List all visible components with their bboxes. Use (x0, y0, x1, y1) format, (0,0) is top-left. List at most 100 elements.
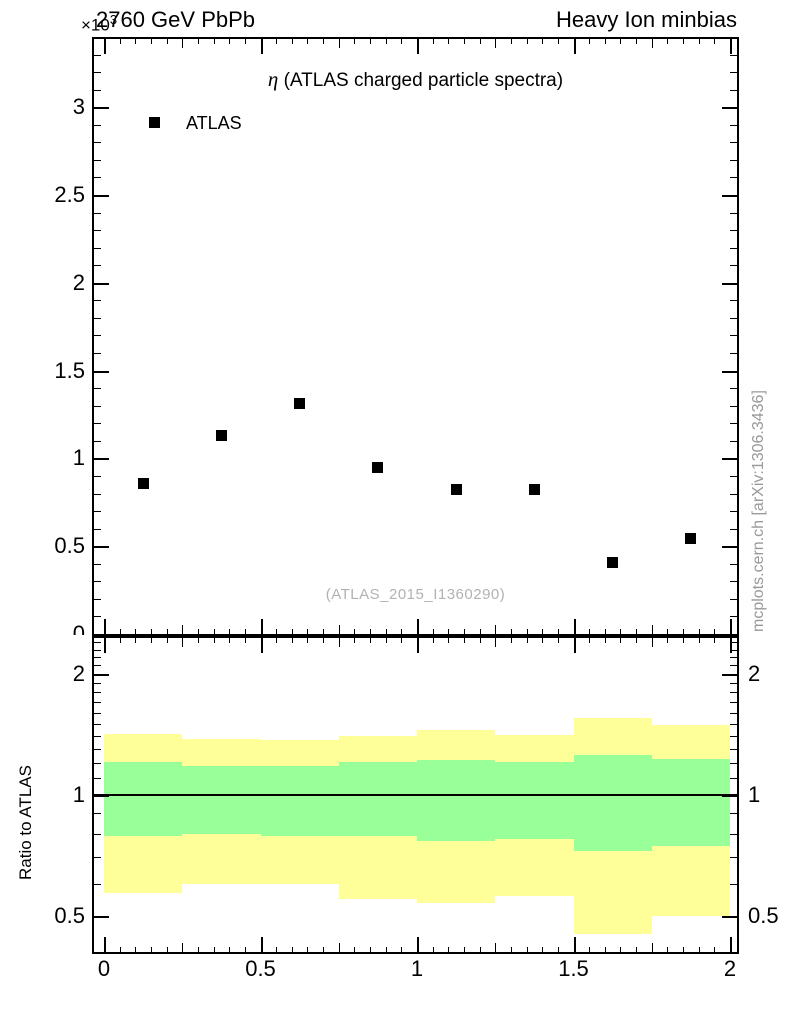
ratio-y-tick (94, 749, 101, 751)
x-tick (542, 638, 544, 643)
x-tick (385, 39, 387, 44)
ratio-y-tick (94, 692, 101, 694)
y-tick (94, 317, 101, 319)
x-tick (636, 638, 638, 643)
y-tick (94, 124, 101, 126)
x-tick (432, 638, 434, 643)
y-tick (722, 634, 737, 636)
x-tick (323, 629, 325, 634)
x-tick (651, 638, 653, 647)
axis-tick-label: 0 (97, 956, 111, 981)
header-process-label: Heavy Ion minbias (556, 7, 737, 32)
y-tick (94, 177, 101, 179)
y-tick (722, 546, 737, 549)
x-tick (182, 638, 184, 647)
x-tick (291, 39, 293, 44)
x-tick (213, 638, 215, 643)
x-tick (636, 39, 638, 44)
ratio-y-tick (730, 736, 737, 738)
ratio-y-tick (730, 813, 737, 815)
x-tick (683, 947, 685, 952)
x-tick (667, 947, 669, 952)
y-tick (730, 563, 737, 565)
y-tick (730, 300, 737, 302)
ratio-y-tick (730, 682, 737, 684)
y-tick (94, 282, 109, 285)
x-tick (291, 947, 293, 952)
data-point (528, 483, 540, 495)
ratio-y-tick (94, 657, 101, 659)
y-tick (94, 54, 101, 56)
x-tick (542, 39, 544, 44)
x-tick (698, 947, 700, 952)
x-tick (229, 947, 231, 952)
ratio-y-tick (730, 857, 737, 859)
x-tick (667, 629, 669, 634)
y-tick (730, 72, 737, 74)
x-tick (213, 629, 215, 634)
inner-uncertainty-band (495, 761, 574, 840)
y-tick (94, 300, 101, 302)
x-tick (338, 625, 340, 634)
x-tick (510, 39, 512, 44)
ratio-y-tick (94, 712, 101, 714)
y-tick (94, 546, 109, 549)
y-tick (730, 388, 737, 390)
x-tick (526, 629, 528, 634)
x-tick (557, 629, 559, 634)
y-tick (730, 475, 737, 477)
x-tick (557, 39, 559, 44)
x-tick (260, 638, 263, 653)
ratio-y-tick (94, 665, 101, 667)
header-beam-label: 2760 GeV PbPb (96, 7, 256, 32)
data-point (137, 478, 149, 490)
x-tick (589, 629, 591, 634)
y-tick (730, 440, 737, 442)
y-tick (94, 107, 109, 110)
x-tick (448, 39, 450, 44)
x-tick (479, 39, 481, 44)
x-tick (636, 629, 638, 634)
x-tick (104, 937, 106, 952)
axis-tick-label: 0.5 (245, 956, 276, 981)
x-tick (432, 39, 434, 44)
x-tick (651, 39, 653, 48)
x-tick (417, 638, 419, 653)
x-tick (323, 947, 325, 952)
x-tick (166, 629, 168, 634)
ratio-y-tick (94, 702, 101, 704)
legend-entry-label: ATLAS (186, 113, 242, 133)
x-tick (495, 943, 497, 952)
x-tick (104, 638, 106, 653)
x-tick (636, 947, 638, 952)
x-tick (119, 947, 121, 952)
ratio-y-tick (94, 813, 101, 815)
x-tick (135, 947, 137, 952)
axis-tick-label: 2.5 (54, 182, 85, 207)
axis-tick-label: 0.5 (54, 903, 85, 928)
x-tick (573, 39, 576, 54)
x-tick (307, 638, 309, 643)
x-tick (291, 629, 293, 634)
x-tick (495, 625, 497, 634)
ratio-y-tick (94, 833, 101, 835)
ratio-y-tick (94, 763, 101, 765)
x-tick (463, 947, 465, 952)
x-tick (401, 638, 403, 643)
y-tick (730, 247, 737, 249)
axis-tick-label: 1 (72, 445, 85, 471)
ratio-y-tick (94, 724, 101, 726)
axis-tick-label: 0 (72, 621, 85, 636)
ratio-y-tick (730, 724, 737, 726)
x-tick (354, 947, 356, 952)
y-tick (730, 159, 737, 161)
x-tick (260, 619, 263, 634)
y-tick (94, 195, 109, 197)
x-tick (370, 39, 372, 44)
x-tick (323, 638, 325, 643)
x-tick (260, 937, 263, 952)
y-tick (730, 598, 737, 600)
x-tick (463, 39, 465, 44)
ratio-y-tick (730, 712, 737, 714)
